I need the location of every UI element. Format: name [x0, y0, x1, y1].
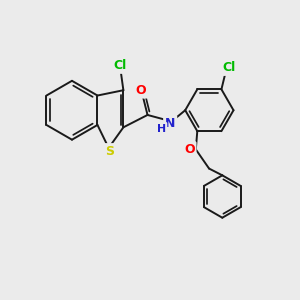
Text: Cl: Cl	[113, 59, 127, 72]
Text: Cl: Cl	[223, 61, 236, 74]
Text: N: N	[165, 117, 175, 130]
Text: O: O	[135, 84, 146, 97]
Text: H: H	[157, 124, 166, 134]
Text: S: S	[105, 145, 114, 158]
Text: O: O	[184, 143, 195, 156]
